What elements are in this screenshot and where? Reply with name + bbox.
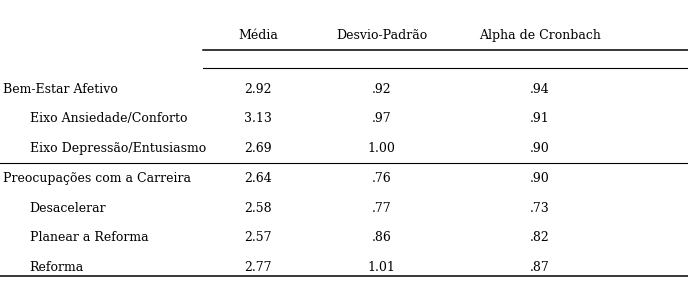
Text: Eixo Depressão/Entusiasmo: Eixo Depressão/Entusiasmo xyxy=(30,142,206,155)
Text: Preocupações com a Carreira: Preocupações com a Carreira xyxy=(3,172,191,185)
Text: .73: .73 xyxy=(530,201,550,215)
Text: 2.58: 2.58 xyxy=(244,201,272,215)
Text: Média: Média xyxy=(238,29,278,42)
Text: .90: .90 xyxy=(530,172,550,185)
Text: Desvio-Padrão: Desvio-Padrão xyxy=(336,29,427,42)
Text: .94: .94 xyxy=(530,83,550,96)
Text: Desacelerar: Desacelerar xyxy=(30,201,106,215)
Text: .97: .97 xyxy=(372,112,391,125)
Text: .77: .77 xyxy=(372,201,391,215)
Text: .76: .76 xyxy=(372,172,391,185)
Text: Planear a Reforma: Planear a Reforma xyxy=(30,231,148,244)
Text: 1.00: 1.00 xyxy=(368,142,396,155)
Text: .91: .91 xyxy=(530,112,550,125)
Text: .86: .86 xyxy=(372,231,391,244)
Text: Eixo Ansiedade/Conforto: Eixo Ansiedade/Conforto xyxy=(30,112,187,125)
Text: 1.01: 1.01 xyxy=(368,261,396,274)
Text: 2.64: 2.64 xyxy=(244,172,272,185)
Text: .92: .92 xyxy=(372,83,391,96)
Text: 2.92: 2.92 xyxy=(244,83,272,96)
Text: Reforma: Reforma xyxy=(30,261,84,274)
Text: 2.77: 2.77 xyxy=(244,261,272,274)
Text: Bem-Estar Afetivo: Bem-Estar Afetivo xyxy=(3,83,118,96)
Text: 3.13: 3.13 xyxy=(244,112,272,125)
Text: .90: .90 xyxy=(530,142,550,155)
Text: .87: .87 xyxy=(530,261,550,274)
Text: 2.57: 2.57 xyxy=(244,231,272,244)
Text: Alpha de Cronbach: Alpha de Cronbach xyxy=(479,29,601,42)
Text: 2.69: 2.69 xyxy=(244,142,272,155)
Text: .82: .82 xyxy=(530,231,550,244)
